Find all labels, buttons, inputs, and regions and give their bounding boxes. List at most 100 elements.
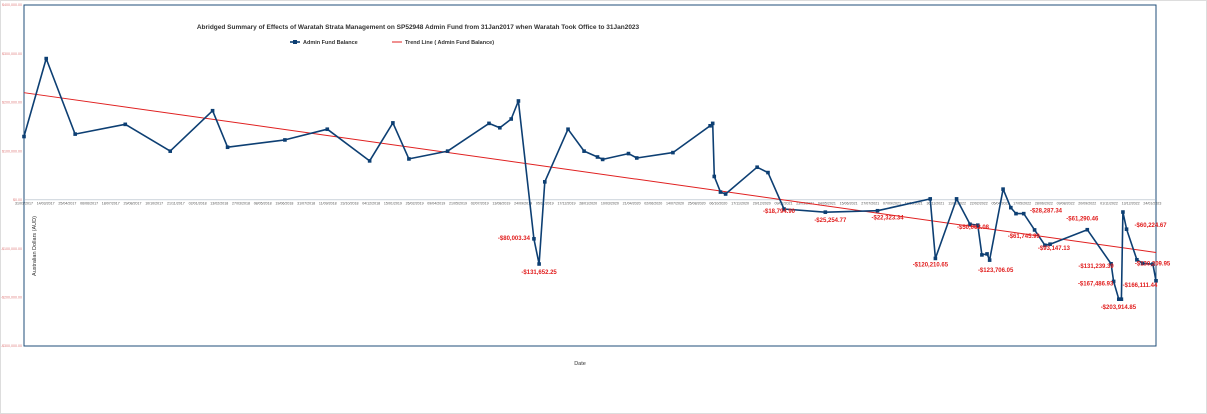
data-label: -$60,224.67	[1135, 223, 1168, 229]
trend-line	[23, 92, 1157, 253]
data-point	[73, 132, 77, 136]
x-tick-label: 31/07/2018	[297, 201, 315, 205]
x-tick-label: 05/11/2019	[536, 201, 554, 205]
data-point	[1109, 261, 1113, 266]
data-label: -$28,287.34	[1030, 209, 1063, 215]
data-point	[1124, 227, 1129, 231]
x-tick-label: 02/07/2019	[471, 201, 489, 205]
plot-area	[23, 4, 1157, 347]
data-point	[532, 237, 536, 241]
data-point	[708, 124, 712, 128]
x-tick-label: 13/12/2022	[1122, 201, 1140, 205]
x-tick-label: 28/01/2020	[579, 201, 597, 205]
data-point	[516, 99, 521, 103]
data-label: -$120,210.65	[913, 262, 949, 268]
x-tick-label: 29/12/2020	[753, 201, 771, 205]
data-point	[626, 151, 631, 156]
y-tick-label: $300,000.00	[2, 52, 22, 56]
data-label: -$80,003.34	[498, 236, 531, 242]
x-tick-label: 04/12/2018	[362, 201, 380, 205]
x-tick-label: 29/08/2017	[123, 201, 141, 205]
legend-label-admin-fund: Admin Fund Balance	[303, 40, 358, 46]
legend-marker-admin-fund	[293, 40, 297, 44]
x-tick-label: 27/07/2021	[861, 201, 879, 205]
data-label: -$50,062.08	[957, 225, 990, 231]
data-point	[975, 223, 980, 227]
x-tick-label: 27/03/2018	[232, 201, 250, 205]
x-tick-label: 15/06/2021	[840, 201, 858, 205]
y-axis-ticks: $400,000.00 $300,000.00 $200,000.00 $100,00…	[1, 3, 22, 348]
data-point	[723, 192, 728, 196]
legend: Admin Fund Balance Trend Line ( Admin Fu…	[290, 40, 494, 46]
data-label: -$131,239.39	[1078, 264, 1114, 270]
x-tick-label: 21/04/2020	[623, 201, 641, 205]
x-axis-ticks: 31/01/2017 14/03/2017 25/04/2017 06/06/2017…	[15, 201, 1161, 205]
data-point	[407, 157, 411, 161]
x-tick-label: 04/05/2021	[818, 201, 836, 205]
data-point	[968, 222, 972, 227]
x-tick-label: 21/05/2019	[449, 201, 467, 205]
data-point	[1151, 262, 1155, 266]
data-point	[1121, 210, 1125, 214]
x-tick-label: 11/09/2018	[319, 201, 337, 205]
data-point	[210, 108, 215, 113]
x-tick-label: 25/04/2017	[58, 201, 76, 205]
x-tick-label: 31/01/2017	[15, 201, 33, 205]
y-tick-label: $100,000.00	[2, 149, 22, 153]
data-point	[1001, 187, 1005, 191]
data-point	[445, 149, 450, 153]
y-tick-label: -$100,000.00	[1, 247, 22, 251]
x-tick-label: 09/02/2021	[774, 201, 792, 205]
data-point	[823, 210, 828, 214]
y-tick-label: -$200,000.00	[1, 295, 22, 299]
data-point	[542, 180, 547, 184]
x-tick-label: 19/06/2018	[275, 201, 293, 205]
data-point	[600, 157, 605, 162]
x-tick-label: 09/08/2022	[1057, 201, 1075, 205]
data-point	[44, 56, 49, 61]
data-point	[1048, 242, 1052, 246]
data-label: -$203,914.85	[1101, 305, 1137, 311]
x-tick-label: 07/09/2021	[883, 201, 901, 205]
x-tick-label: 21/11/2017	[167, 201, 185, 205]
y-tick-label: $400,000.00	[2, 3, 22, 7]
data-point	[671, 150, 675, 155]
x-tick-label: 11/01/2022	[948, 201, 966, 205]
data-point	[755, 165, 759, 170]
data-point	[712, 174, 717, 179]
data-point	[634, 156, 639, 160]
data-point	[766, 170, 770, 175]
data-label: -$18,794.90	[763, 209, 796, 215]
data-point	[498, 125, 502, 130]
data-point	[367, 159, 372, 163]
data-point	[1085, 227, 1090, 232]
data-point	[582, 149, 586, 153]
legend-label-trend: Trend Line ( Admin Fund Balance)	[405, 40, 494, 46]
y-axis-title: Australian Dollars (AUD)	[32, 216, 38, 276]
data-point	[1154, 278, 1158, 283]
data-point	[985, 252, 989, 256]
x-tick-label: 10/03/2020	[601, 201, 619, 205]
data-point	[875, 208, 880, 213]
x-tick-label: 28/06/2022	[1035, 201, 1053, 205]
data-point	[537, 262, 541, 266]
data-point	[22, 134, 26, 139]
data-point	[168, 149, 173, 153]
data-point	[1043, 243, 1047, 248]
x-tick-label: 18/07/2017	[102, 201, 120, 205]
chart-title: Abridged Summary of Effects of Waratah S…	[197, 24, 640, 31]
data-point	[1014, 211, 1018, 216]
y-tick-label: $0.00	[13, 198, 22, 202]
data-point	[566, 127, 570, 132]
data-point	[1021, 211, 1026, 216]
data-point	[1135, 257, 1139, 262]
x-tick-label: 02/06/2020	[644, 201, 662, 205]
x-axis-title: Date	[574, 361, 586, 367]
data-label: -$25,254.77	[814, 218, 847, 224]
data-label: -$123,706.05	[978, 268, 1014, 274]
data-point	[782, 207, 786, 211]
x-tick-label: 14/03/2017	[37, 201, 55, 205]
data-point	[283, 138, 287, 142]
data-labels: -$80,003.34 -$131,652.25 -$18,794.90 -$25,2…	[498, 209, 1171, 312]
